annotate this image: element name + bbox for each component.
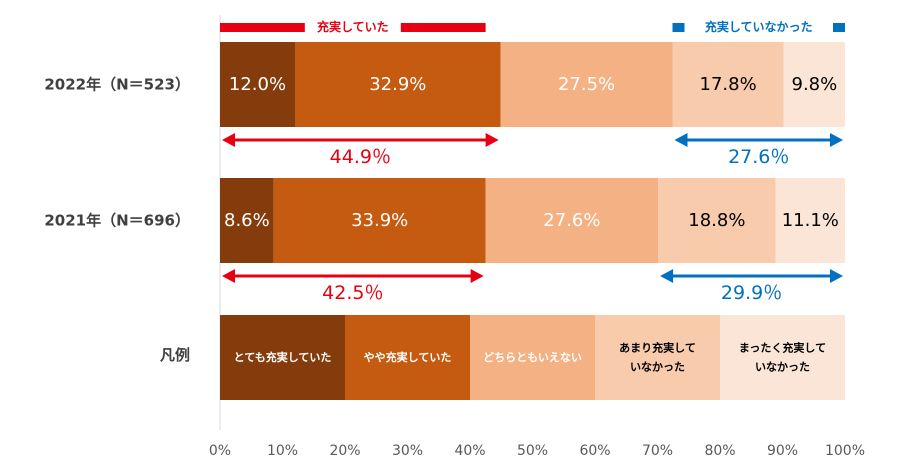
bar-segment bbox=[295, 42, 501, 127]
bar-segment bbox=[783, 42, 845, 127]
bar-data-label: 8.6% bbox=[224, 210, 270, 231]
legend-swatch bbox=[595, 315, 720, 400]
positive-total-label: 42.5％ bbox=[322, 282, 383, 304]
negative-total-label: 27.6％ bbox=[728, 146, 789, 168]
positive-arrow-head-right bbox=[485, 133, 499, 147]
category-label: 2022年（N＝523） bbox=[44, 76, 190, 94]
x-tick-label: 70% bbox=[642, 443, 673, 459]
negative-header-label: 充実していなかった bbox=[705, 19, 813, 34]
negative-arrow-head-left bbox=[674, 133, 688, 147]
negative-arrow-head-right bbox=[830, 269, 843, 283]
bar-segment bbox=[775, 178, 845, 263]
legend-item-label: やや充実していた bbox=[364, 350, 452, 364]
bar-segment bbox=[672, 42, 784, 127]
bar-data-label: 27.6% bbox=[543, 210, 600, 231]
bar-data-label: 27.5% bbox=[558, 74, 615, 95]
bar-data-label: 18.8% bbox=[688, 210, 745, 231]
bar-segment bbox=[500, 42, 673, 127]
negative-arrow-head-left bbox=[660, 269, 674, 283]
legend-title: 凡例 bbox=[160, 346, 190, 364]
legend-item-label: いなかった bbox=[755, 361, 810, 374]
bar-data-label: 9.8% bbox=[792, 74, 838, 95]
legend-item-label: いなかった bbox=[630, 361, 685, 374]
positive-arrow-head-right bbox=[470, 269, 484, 283]
bar-data-label: 32.9% bbox=[369, 74, 426, 95]
bar-segment bbox=[658, 178, 776, 263]
x-tick-label: 30% bbox=[392, 443, 423, 459]
bar-data-label: 11.1% bbox=[782, 210, 839, 231]
category-label: 2021年（N＝696） bbox=[44, 212, 190, 230]
bar-data-label: 12.0% bbox=[229, 74, 286, 95]
bar-segment bbox=[220, 178, 274, 263]
bar-segment bbox=[220, 42, 295, 127]
x-tick-label: 50% bbox=[517, 443, 548, 459]
bar-segment bbox=[273, 178, 486, 263]
legend-swatch bbox=[345, 315, 470, 400]
positive-arrow-head-left bbox=[222, 133, 235, 147]
bar-segment bbox=[485, 178, 659, 263]
positive-total-label: 44.9％ bbox=[330, 146, 391, 168]
x-tick-label: 80% bbox=[704, 443, 735, 459]
x-tick-label: 20% bbox=[329, 443, 360, 459]
positive-header-bg bbox=[304, 17, 401, 37]
negative-header-marker-left bbox=[672, 23, 685, 32]
legend-item-label: どちらともいえない bbox=[483, 351, 582, 364]
positive-arrow-head-left bbox=[222, 269, 235, 283]
x-tick-label: 0% bbox=[209, 443, 231, 459]
legend-item-label: あまり充実して bbox=[619, 341, 696, 355]
bar-data-label: 17.8% bbox=[700, 74, 757, 95]
legend-swatch bbox=[720, 315, 845, 400]
bar-data-label: 33.9% bbox=[351, 210, 408, 231]
negative-header-marker-right bbox=[833, 23, 845, 32]
positive-header-label: 充実していた bbox=[317, 19, 389, 34]
legend-item-label: まったく充実して bbox=[739, 341, 826, 355]
x-tick-label: 10% bbox=[267, 443, 298, 459]
x-tick-label: 60% bbox=[579, 443, 610, 459]
x-tick-label: 100% bbox=[825, 443, 865, 459]
x-tick-label: 40% bbox=[454, 443, 485, 459]
negative-total-label: 29.9％ bbox=[721, 282, 782, 304]
legend-swatch bbox=[470, 315, 595, 400]
legend-item-label: とても充実していた bbox=[234, 350, 332, 364]
x-tick-label: 90% bbox=[767, 443, 798, 459]
legend-swatch bbox=[220, 315, 345, 400]
negative-arrow-head-right bbox=[830, 133, 843, 147]
